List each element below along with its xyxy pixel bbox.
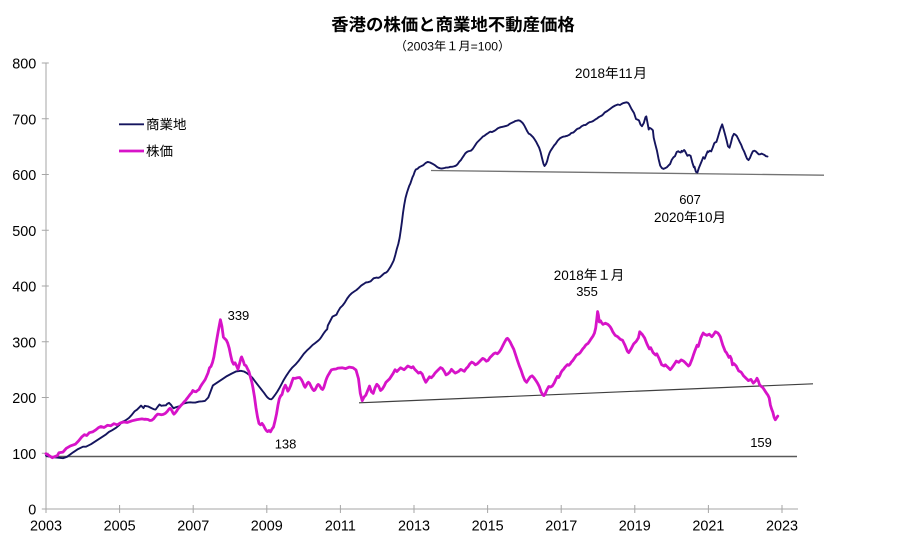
svg-text:2003: 2003	[30, 518, 62, 534]
svg-text:0: 0	[28, 503, 36, 519]
svg-text:2023: 2023	[766, 518, 798, 534]
svg-text:2017: 2017	[545, 518, 577, 534]
svg-text:138: 138	[275, 436, 297, 451]
svg-text:2020: 2020	[654, 210, 684, 225]
svg-text:2005: 2005	[104, 518, 136, 534]
svg-text:2009: 2009	[251, 518, 283, 534]
svg-text:159: 159	[750, 435, 772, 450]
svg-text:500: 500	[12, 224, 36, 240]
svg-text:2018: 2018	[554, 268, 584, 283]
svg-text:2007: 2007	[177, 518, 209, 534]
svg-text:2011: 2011	[325, 518, 356, 534]
svg-text:355: 355	[576, 284, 598, 299]
svg-text:200: 200	[12, 391, 36, 407]
svg-text:2021: 2021	[692, 518, 724, 534]
svg-text:2019: 2019	[619, 518, 651, 534]
svg-text:600: 600	[12, 168, 36, 184]
svg-text:2003: 2003	[407, 39, 434, 53]
svg-text:=100: =100	[471, 39, 499, 53]
svg-text:339: 339	[228, 308, 250, 323]
svg-text:700: 700	[12, 113, 36, 129]
svg-text:10: 10	[698, 210, 713, 225]
svg-text:607: 607	[679, 192, 701, 207]
svg-text:11: 11	[619, 66, 633, 81]
svg-text:300: 300	[12, 335, 36, 351]
svg-text:800: 800	[12, 57, 36, 73]
svg-text:400: 400	[12, 280, 36, 296]
svg-text:2015: 2015	[472, 518, 504, 534]
svg-text:2013: 2013	[398, 518, 430, 534]
svg-text:100: 100	[12, 447, 36, 463]
svg-text:2018: 2018	[575, 66, 605, 81]
